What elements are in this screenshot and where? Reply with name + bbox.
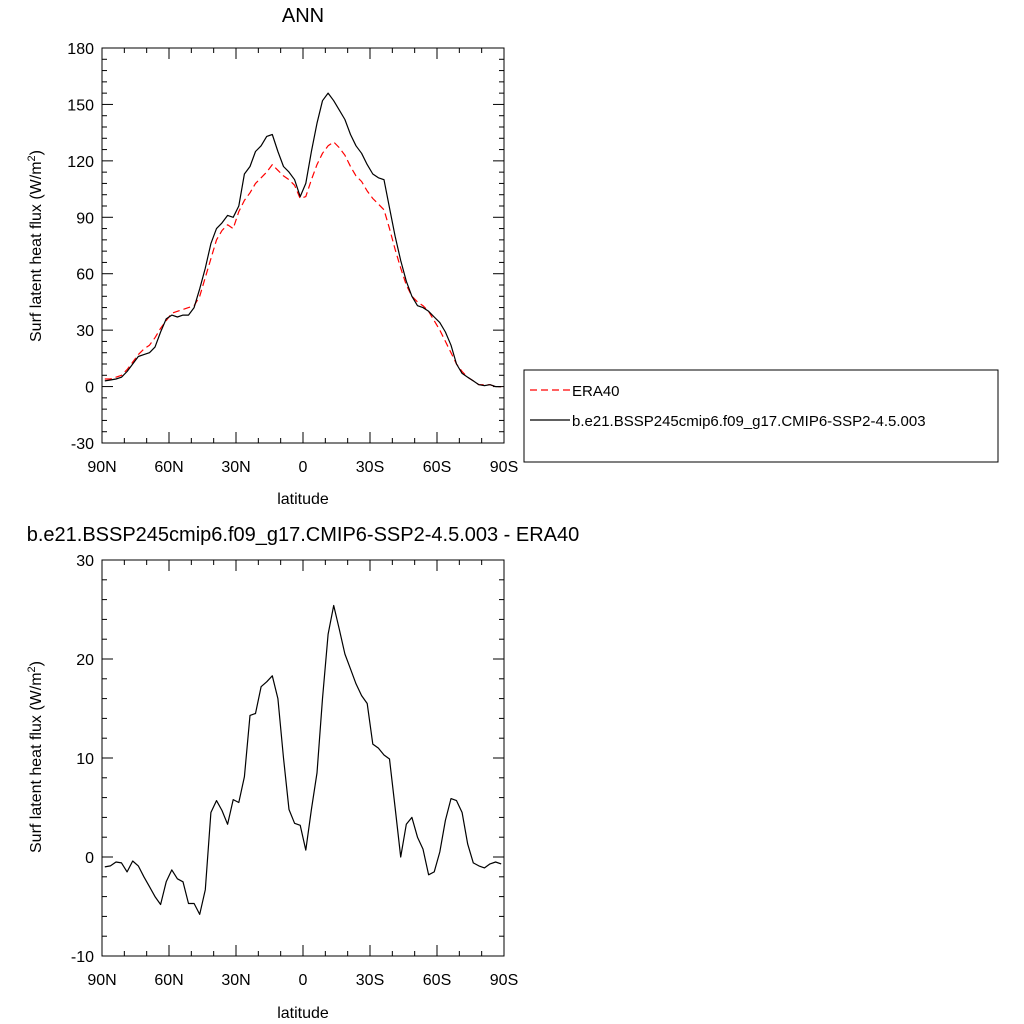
top-x-tick-label: 0 (299, 459, 308, 476)
legend-label-model: b.e21.BSSP245cmip6.f09_g17.CMIP6-SSP2-4.… (572, 413, 926, 430)
top-y-axis-label-end: ) (28, 150, 45, 155)
top-y-tick-label: 60 (76, 267, 94, 284)
top-y-axis-label-text: Surf latent heat flux (W/m (28, 161, 45, 342)
bottom-y-axis-label-end: ) (28, 661, 45, 666)
bottom-y-axis-label: Surf latent heat flux (W/m2) (26, 661, 45, 853)
top-series-line-b-e21-bssp245cmip6-f09-g17-cmip6-ssp2-4-5-003 (104, 92, 502, 388)
top-x-tick-label: 30S (356, 459, 384, 476)
top-series-line-era40 (104, 141, 502, 388)
bottom-y-tick-labels: -10 0 10 20 30 (71, 553, 94, 966)
bottom-x-tick-label: 90N (87, 972, 116, 989)
top-y-tick-label: 150 (67, 97, 94, 114)
top-x-tick-label: 90S (490, 459, 518, 476)
top-y-tick-label: 120 (67, 154, 94, 171)
bottom-series-line-difference (104, 604, 502, 916)
top-axis-ticks (101, 47, 505, 444)
bottom-series-lines (104, 604, 502, 916)
top-chart-title: ANN (282, 5, 324, 27)
bottom-y-tick-label: 0 (85, 850, 94, 867)
bottom-x-tick-label: 30N (221, 972, 250, 989)
top-y-axis-label: Surf latent heat flux (W/m2) (26, 150, 45, 342)
top-x-tick-label: 90N (87, 459, 116, 476)
legend: ERA40 b.e21.BSSP245cmip6.f09_g17.CMIP6-S… (523, 369, 999, 463)
top-x-axis-label: latitude (277, 491, 329, 508)
top-chart-panel: ANN -30 0 30 60 90 120 150 180 90N 60N 30N 0 30S 60S… (26, 5, 518, 508)
top-y-tick-label: 180 (67, 41, 94, 58)
bottom-y-axis-label-text: Surf latent heat flux (W/m (28, 672, 45, 853)
bottom-x-tick-label: 60N (154, 972, 183, 989)
bottom-y-tick-label: 30 (76, 553, 94, 570)
top-x-tick-label: 60S (423, 459, 451, 476)
top-x-tick-labels: 90N 60N 30N 0 30S 60S 90S (87, 459, 518, 476)
bottom-x-tick-label: 30S (356, 972, 384, 989)
top-x-tick-label: 30N (221, 459, 250, 476)
bottom-x-axis-label: latitude (277, 1005, 329, 1022)
bottom-y-tick-label: 20 (76, 652, 94, 669)
bottom-axis-ticks (101, 559, 505, 957)
bottom-chart-title: b.e21.BSSP245cmip6.f09_g17.CMIP6-SSP2-4.… (27, 524, 580, 546)
top-y-tick-label: -30 (71, 436, 94, 453)
legend-box (523, 369, 999, 463)
top-y-tick-label: 90 (76, 210, 94, 227)
bottom-x-tick-labels: 90N 60N 30N 0 30S 60S 90S (87, 972, 518, 989)
bottom-x-tick-label: 0 (299, 972, 308, 989)
bottom-chart-panel: b.e21.BSSP245cmip6.f09_g17.CMIP6-SSP2-4.… (26, 524, 579, 1022)
top-y-tick-labels: -30 0 30 60 90 120 150 180 (67, 41, 94, 453)
bottom-y-axis-label-sup: 2 (26, 666, 38, 672)
top-y-tick-label: 0 (85, 380, 94, 397)
top-y-axis-label-sup: 2 (26, 155, 38, 161)
top-series-lines (104, 92, 502, 388)
top-x-tick-label: 60N (154, 459, 183, 476)
bottom-y-tick-label: 10 (76, 751, 94, 768)
legend-label-era40: ERA40 (572, 383, 620, 400)
bottom-x-tick-label: 60S (423, 972, 451, 989)
top-y-tick-label: 30 (76, 323, 94, 340)
bottom-x-tick-label: 90S (490, 972, 518, 989)
bottom-y-tick-label: -10 (71, 949, 94, 966)
